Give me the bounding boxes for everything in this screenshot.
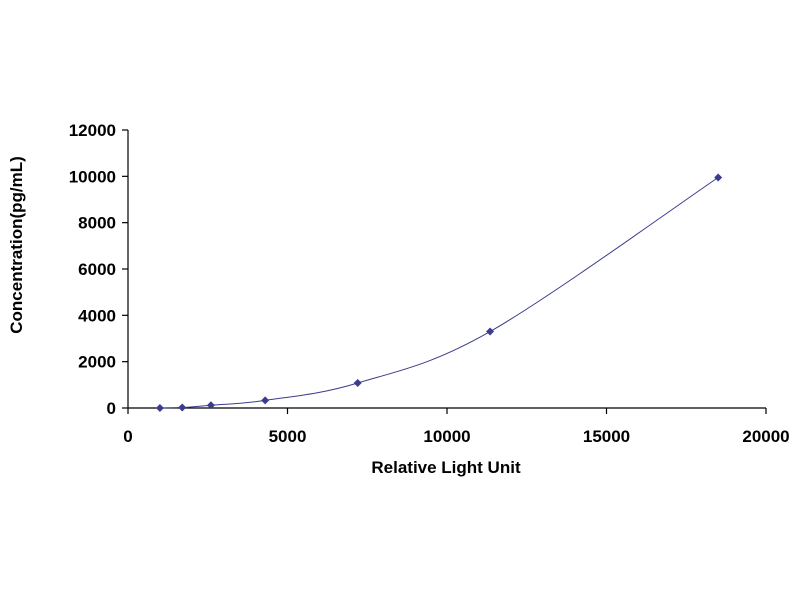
data-points (155, 173, 723, 412)
x-tick-label: 5000 (269, 427, 307, 446)
y-tick-label: 12000 (69, 121, 116, 140)
y-tick-label: 2000 (78, 353, 116, 372)
x-tick-label: 0 (123, 427, 132, 446)
x-axis-title: Relative Light Unit (371, 458, 521, 477)
data-point-diamond (353, 378, 362, 387)
data-point-diamond (261, 396, 270, 405)
data-point-diamond (714, 173, 723, 182)
x-tick-label: 15000 (583, 427, 630, 446)
x-tick-label: 10000 (423, 427, 470, 446)
y-tick-label: 0 (107, 399, 116, 418)
y-tick-label: 4000 (78, 306, 116, 325)
data-point-diamond (155, 404, 164, 412)
fitted-curve (159, 177, 719, 409)
data-point-diamond (486, 327, 495, 336)
x-ticks: 0 5000 10000 15000 20000 (123, 408, 790, 446)
axes (127, 130, 766, 409)
x-tick-label: 20000 (742, 427, 789, 446)
y-tick-label: 6000 (78, 260, 116, 279)
y-ticks: 0 2000 4000 6000 8000 10000 12000 (69, 121, 128, 418)
y-tick-label: 8000 (78, 214, 116, 233)
y-axis-title: Concentration(pg/mL) (7, 156, 26, 334)
data-point-diamond (206, 401, 215, 410)
data-point-diamond (178, 403, 187, 412)
y-tick-label: 10000 (69, 167, 116, 186)
